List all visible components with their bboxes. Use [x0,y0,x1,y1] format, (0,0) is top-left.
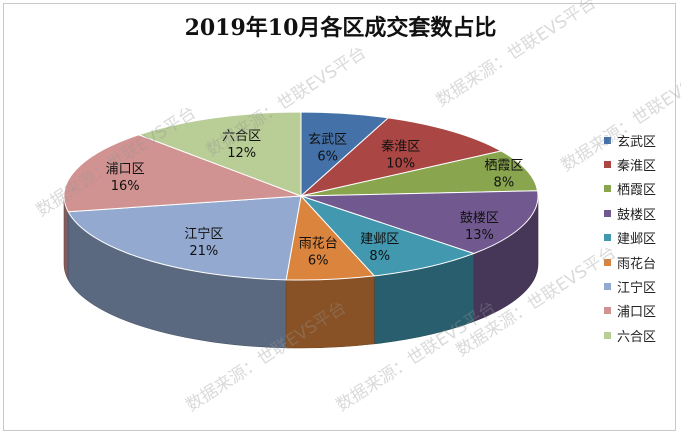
slice-label-name: 玄武区 [308,132,347,147]
slice-label-percent: 6% [317,149,338,164]
pie-slice-秦淮区 [299,117,503,197]
legend-swatch [604,234,611,242]
legend-item: 雨花台 [604,250,681,274]
slice-label-name: 六合区 [222,129,261,144]
pie-side-雨花台 [285,275,375,349]
legend-item: 浦口区 [604,299,681,323]
chart-legend: 玄武区秦淮区栖霞区鼓楼区建邺区雨花台江宁区浦口区六合区 [604,128,681,348]
legend-label: 玄武区 [617,134,657,150]
legend-swatch [604,185,611,193]
pie-sides [63,195,539,349]
pie-slice-建邺区 [299,194,476,277]
pie-slice-六合区 [137,111,302,197]
pie-slice-栖霞区 [300,150,539,197]
legend-item: 六合区 [604,323,681,347]
legend-label: 雨花台 [617,256,657,272]
legend-swatch [604,209,611,217]
slice-label-name: 秦淮区 [381,139,420,154]
legend-label: 六合区 [617,329,657,345]
pie-slice-浦口区 [63,134,302,213]
legend-item: 栖霞区 [604,177,681,201]
slice-label-name: 江宁区 [184,226,223,242]
slice-label-name: 鼓楼区 [460,211,499,226]
legend-item: 建邺区 [604,226,681,250]
slice-label-name: 雨花台 [299,235,338,251]
slice-label-percent: 16% [111,179,140,194]
pie-slice-鼓楼区 [300,190,539,255]
pie-slice-江宁区 [67,195,302,281]
slice-label-percent: 13% [465,228,494,243]
legend-label: 秦淮区 [617,159,657,175]
legend-label: 鼓楼区 [617,207,657,223]
slice-label-percent: 8% [369,249,390,264]
legend-label: 栖霞区 [617,183,657,199]
slice-label-percent: 12% [227,146,256,161]
slice-label-percent: 6% [308,253,329,268]
legend-label: 江宁区 [617,281,657,297]
legend-swatch [604,136,611,144]
slice-label-name: 栖霞区 [484,159,523,174]
legend-item: 秦淮区 [604,152,681,176]
slice-label-percent: 21% [189,244,218,259]
pie-labels: 玄武区 6% 秦淮区 10% 栖霞区 8% 鼓楼区 13% 建邺区 8% 雨花台 6% 江宁区 21% 浦口… [106,129,524,268]
pie-top [63,111,539,281]
legend-swatch [604,331,611,339]
legend-label: 浦口区 [617,305,657,321]
slice-label-percent: 8% [494,176,515,191]
legend-swatch [604,307,611,315]
slice-label-name: 建邺区 [360,232,399,247]
legend-item: 玄武区 [604,128,681,152]
legend-label: 建邺区 [617,232,657,248]
legend-swatch [604,258,611,266]
slice-label-name: 浦口区 [106,162,145,177]
chart-title: 2019年10月各区成交套数占比 [184,15,497,41]
legend-item: 江宁区 [604,274,681,298]
slice-label-percent: 10% [386,156,415,171]
legend-item: 鼓楼区 [604,201,681,225]
legend-swatch [604,161,611,169]
legend-swatch [604,283,611,291]
